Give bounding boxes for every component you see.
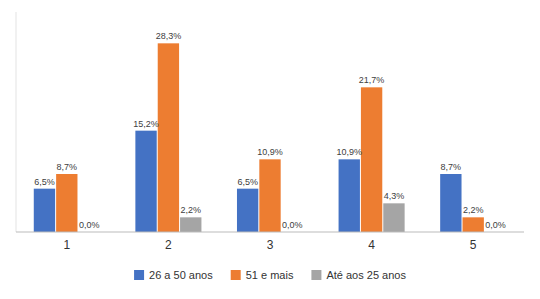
- data-label: 0,0%: [485, 220, 506, 230]
- legend-label: 51 e mais: [246, 269, 294, 281]
- bars: [34, 43, 484, 232]
- legend-label: 26 a 50 anos: [149, 269, 213, 281]
- legend-label: Até aos 25 anos: [326, 269, 406, 281]
- legend-swatch: [311, 270, 321, 280]
- data-label: 10,9%: [336, 147, 362, 157]
- data-label: 0,0%: [282, 220, 303, 230]
- bar: [463, 217, 484, 232]
- data-label: 10,9%: [257, 147, 283, 157]
- bar: [56, 174, 77, 232]
- bar: [383, 203, 404, 232]
- x-tick-label: 1: [63, 238, 70, 252]
- bar: [440, 174, 461, 232]
- data-label: 6,5%: [237, 177, 258, 187]
- x-tick-label: 5: [470, 238, 477, 252]
- data-label: 2,2%: [463, 205, 484, 215]
- data-label: 8,7%: [441, 162, 462, 172]
- legend-swatch: [134, 270, 144, 280]
- data-label: 6,5%: [34, 177, 55, 187]
- bar: [180, 217, 201, 232]
- x-tick-label: 3: [267, 238, 274, 252]
- bar: [361, 87, 382, 232]
- data-label: 21,7%: [359, 75, 385, 85]
- chart: 6,5% 15,2% 6,5% 10,9% 8,7% 8,7% 28,3% 10,9% 21,7…: [0, 0, 540, 299]
- legend: 26 a 50 anos 51 e mais Até aos 25 anos: [134, 269, 406, 281]
- data-label: 0,0%: [79, 220, 100, 230]
- data-label: 28,3%: [156, 31, 182, 41]
- bar: [237, 189, 258, 232]
- y-axis-line: [16, 12, 17, 232]
- data-label: 2,2%: [180, 205, 201, 215]
- legend-swatch: [231, 270, 241, 280]
- x-tick-label: 2: [165, 238, 172, 252]
- bar: [158, 43, 179, 232]
- data-label: 8,7%: [57, 162, 78, 172]
- bar: [135, 131, 156, 232]
- data-labels: 6,5% 15,2% 6,5% 10,9% 8,7% 8,7% 28,3% 10,9% 21,7…: [34, 31, 506, 230]
- bar: [339, 159, 360, 232]
- data-label: 15,2%: [133, 119, 159, 129]
- data-label: 4,3%: [384, 191, 405, 201]
- x-tick-label: 4: [368, 238, 375, 252]
- x-axis-line: [16, 232, 524, 233]
- bar: [259, 159, 280, 232]
- bar: [34, 189, 55, 232]
